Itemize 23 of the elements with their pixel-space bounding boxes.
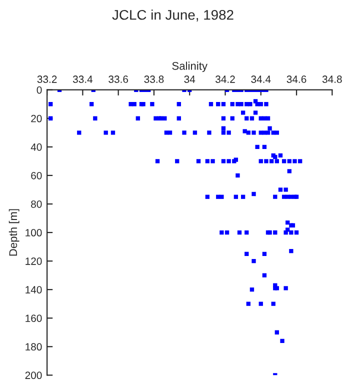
x-tick-label: 34.6 <box>286 76 306 83</box>
x-axis-title: Salinity <box>172 62 208 72</box>
y-tick-label: 200 <box>25 372 42 380</box>
y-tick-label: 120 <box>26 258 42 265</box>
y-tick-label: 0 <box>36 86 42 94</box>
x-tick-label: 34.2 <box>216 76 235 83</box>
chart-title: JCLC in June, 1982 <box>112 10 234 22</box>
y-tick-label: 60 <box>31 172 42 180</box>
y-tick-label: 160 <box>26 314 42 322</box>
y-tick-label: 100 <box>26 229 42 236</box>
x-tick-label: 33.4 <box>72 76 93 83</box>
y-tick-label: 140 <box>26 286 42 294</box>
x-tick-label: 33.2 <box>37 76 57 83</box>
y-axis-title: Depth [m] <box>8 209 20 256</box>
y-tick-label: 40 <box>30 143 42 151</box>
y-tick-label: 20 <box>31 114 42 122</box>
y-tick-label: 80 <box>31 200 42 208</box>
x-tick-label: 34.4 <box>251 76 271 83</box>
y-tick-label: 180 <box>26 343 42 351</box>
x-tick-label: 33.8 <box>144 76 164 83</box>
x-tick-label: 34 <box>184 76 196 83</box>
x-tick-label: 33.6 <box>108 76 128 83</box>
x-tick-label: 34.8 <box>322 76 342 83</box>
